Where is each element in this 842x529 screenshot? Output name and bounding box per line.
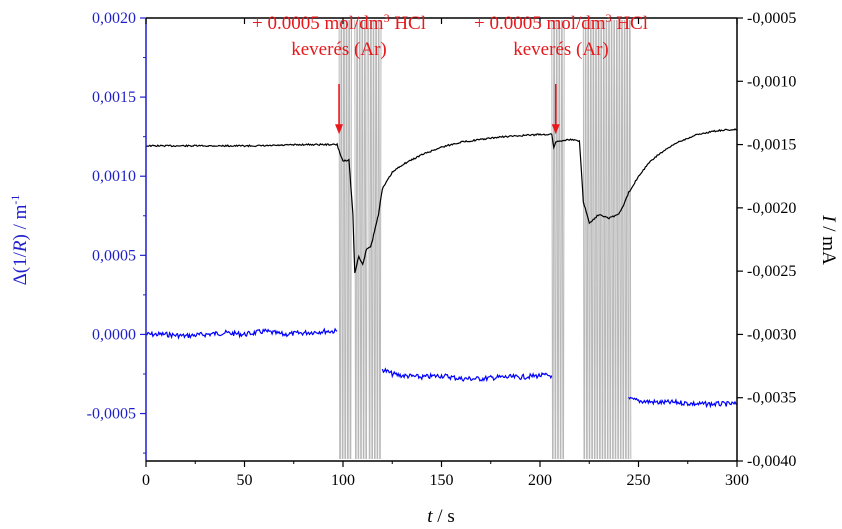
x-axis-label: t / s <box>427 506 454 527</box>
y-right-tick-label: -0,0030 <box>747 326 796 343</box>
raw-signal-band-5 <box>582 19 632 460</box>
annotation-line2-1: keverés (Ar) <box>291 39 386 60</box>
y-right-tick-label: -0,0015 <box>747 137 796 154</box>
y-left-tick-label: 0,0005 <box>92 247 136 264</box>
x-tick-label: 50 <box>237 472 253 489</box>
annotation-line1-1: + 0.0005 mol/dm3 HCl <box>252 11 426 34</box>
y-left-tick-label: 0,0010 <box>92 168 136 185</box>
y-right-tick-label: -0,0020 <box>747 200 796 217</box>
x-tick-label: 150 <box>430 472 454 489</box>
series-layer <box>145 128 738 409</box>
annotation-line2-2: keverés (Ar) <box>513 39 608 60</box>
x-tick-label: 250 <box>627 472 651 489</box>
annotation-arrow-head-1 <box>335 124 344 135</box>
raw-signal-bands <box>338 19 632 460</box>
conductance-line-segment-1 <box>145 327 338 340</box>
x-tick-label: 100 <box>331 472 355 489</box>
raw-signal-band-2 <box>354 19 368 460</box>
y-left-tick-label: 0,0000 <box>92 326 136 343</box>
ticks: 0 50 100 150 200 250 300 0,0020 0,0015 0,0010 0,00… <box>87 10 797 489</box>
x-tick-label: 0 <box>142 472 150 489</box>
y-right-tick-label: -0,0025 <box>747 263 796 280</box>
raw-signal-band-4 <box>551 19 565 460</box>
right-axis-label: I / mA <box>818 214 839 265</box>
y-left-tick-label: 0,0015 <box>92 89 136 106</box>
y-right-tick-label: -0,0010 <box>747 73 796 90</box>
left-axis-label: Δ(1/R) / m-1 <box>8 195 31 286</box>
current-line <box>145 128 738 274</box>
x-tick-label: 200 <box>528 472 552 489</box>
y-left-tick-label: -0,0005 <box>87 406 136 423</box>
raw-signal-band-3 <box>368 19 382 460</box>
axes <box>145 17 738 462</box>
y-right-tick-label: -0,0035 <box>747 390 796 407</box>
y-right-tick-label: -0,0005 <box>747 10 796 27</box>
annotation-line1-2: + 0.0005 mol/dm3 HCl <box>474 11 648 34</box>
annotations: + 0.0005 mol/dm3 HCl keverés (Ar) + 0.0005… <box>252 11 648 135</box>
conductance-line-segment-2 <box>381 367 553 383</box>
raw-signal-band-1 <box>338 19 352 460</box>
y-left-tick-label: 0,0020 <box>92 10 136 27</box>
annotation-arrow-head-2 <box>551 124 560 135</box>
y-right-tick-label: -0,0040 <box>747 453 796 470</box>
x-tick-label: 300 <box>725 472 749 489</box>
conductance-line-segment-3 <box>628 396 737 409</box>
